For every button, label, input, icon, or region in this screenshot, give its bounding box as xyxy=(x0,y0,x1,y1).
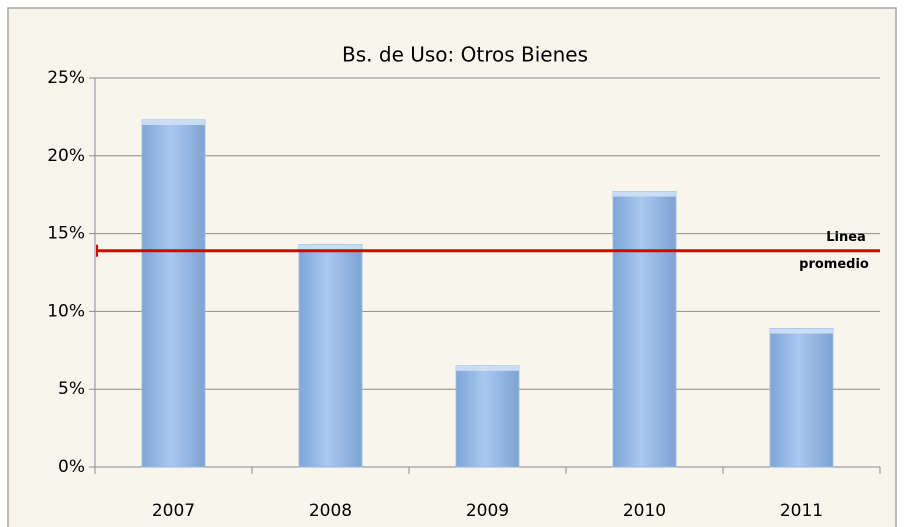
bar-cap xyxy=(613,191,676,197)
y-tick-label: 5% xyxy=(58,379,85,399)
bar xyxy=(612,191,677,468)
bar xyxy=(298,243,363,468)
x-tick-label: 2011 xyxy=(780,501,823,521)
bar xyxy=(141,119,206,468)
x-tick-label: 2009 xyxy=(466,501,509,521)
y-tick-label: 20% xyxy=(47,146,85,166)
bar-cap xyxy=(142,120,205,126)
x-tick-label: 2007 xyxy=(152,501,195,521)
y-tick-label: 25% xyxy=(47,68,85,88)
bar xyxy=(455,365,520,468)
average-label: Linea xyxy=(826,230,866,245)
bar-cap xyxy=(456,365,519,371)
chart-title: Bs. de Uso: Otros Bienes xyxy=(342,43,588,67)
bar xyxy=(769,328,834,468)
average-label: promedio xyxy=(799,257,869,272)
y-tick-label: 0% xyxy=(58,457,85,477)
y-tick-label: 15% xyxy=(47,224,85,244)
y-tick-label: 10% xyxy=(47,301,85,321)
x-tick-label: 2010 xyxy=(623,501,666,521)
bar-cap xyxy=(770,328,833,334)
chart-area xyxy=(7,7,897,527)
bar-cap xyxy=(299,244,362,250)
x-tick-label: 2008 xyxy=(309,501,352,521)
